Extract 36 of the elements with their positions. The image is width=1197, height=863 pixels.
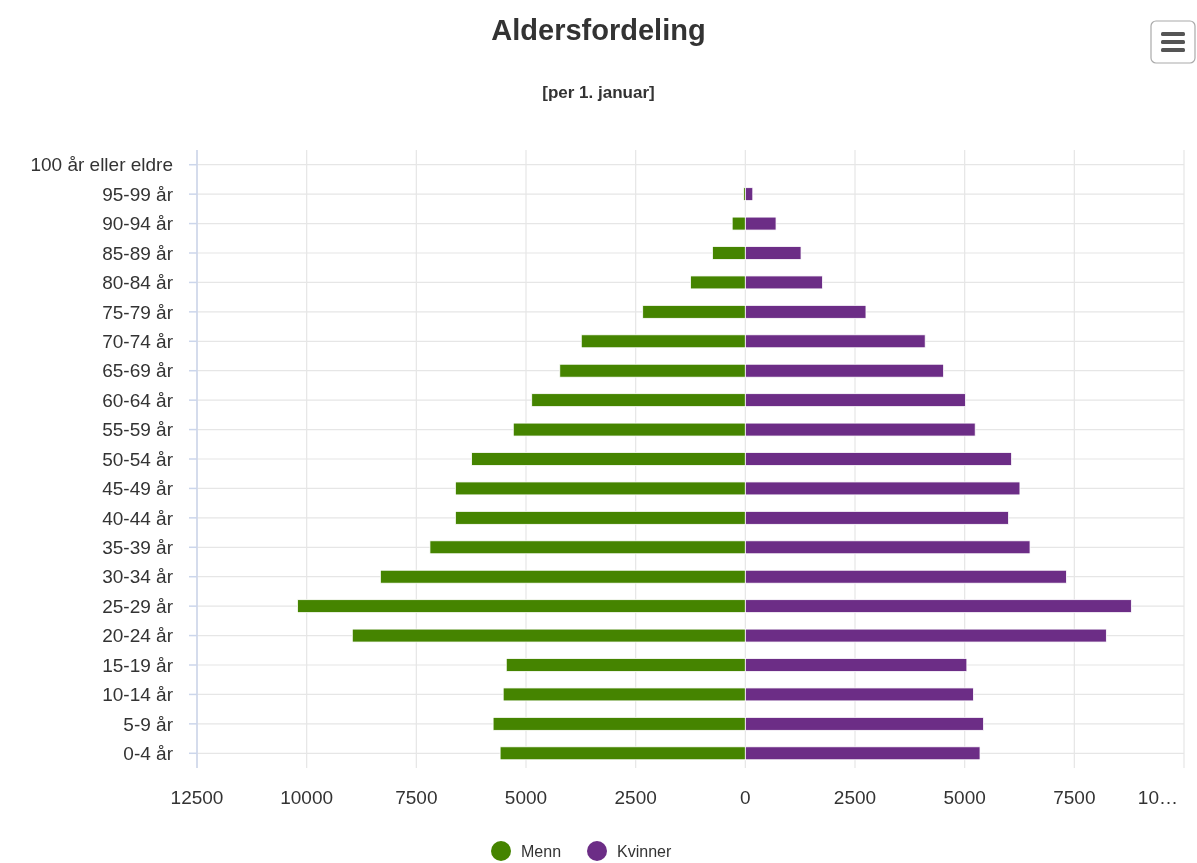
y-tick-label: 10-14 år <box>102 684 174 706</box>
x-tick-label: 7500 <box>1053 787 1096 808</box>
y-tick-label: 75-79 år <box>102 301 174 323</box>
y-tick-label: 85-89 år <box>102 242 174 264</box>
y-tick-label: 70-74 år <box>102 330 174 352</box>
y-tick-label: 80-84 år <box>102 272 174 294</box>
y-tick-label: 40-44 år <box>102 507 174 529</box>
y-tick-label: 20-24 år <box>102 625 174 647</box>
x-tick-label: 10… <box>1137 787 1178 808</box>
x-tick-label: 2500 <box>614 787 657 808</box>
y-tick-label: 60-64 år <box>102 389 174 411</box>
bar <box>744 187 754 202</box>
x-tick-label: 5000 <box>943 787 986 808</box>
y-tick-label: 25-29 år <box>102 595 174 617</box>
x-tick-label: 12500 <box>170 787 224 808</box>
legend-label: Menn <box>521 842 562 860</box>
y-tick-label: 30-34 år <box>102 566 174 588</box>
legend-label: Kvinner <box>617 842 672 860</box>
x-tick-label: 10000 <box>280 787 334 808</box>
y-tick-label: 65-69 år <box>102 360 174 382</box>
x-tick-label: 7500 <box>395 787 438 808</box>
x-tick-label: 0 <box>740 787 751 808</box>
y-tick-label: 15-19 år <box>102 654 174 676</box>
x-tick-label: 2500 <box>833 787 877 808</box>
y-tick-label: 5-9 år <box>123 713 174 735</box>
y-tick-label: 50-54 år <box>102 448 174 470</box>
chart-subtitle: [per 1. januar] <box>542 83 655 102</box>
y-tick-label: 95-99 år <box>102 183 174 205</box>
y-tick-label: 0-4 år <box>123 742 174 764</box>
y-tick-label: 55-59 år <box>102 419 174 441</box>
x-tick-label: 5000 <box>504 787 548 808</box>
y-tick-label: 45-49 år <box>102 478 174 500</box>
chart-title: Aldersfordeling <box>491 14 706 46</box>
y-tick-label: 90-94 år <box>102 213 174 235</box>
y-tick-label: 35-39 år <box>102 536 174 558</box>
y-tick-label: 100 år eller eldre <box>30 154 173 176</box>
